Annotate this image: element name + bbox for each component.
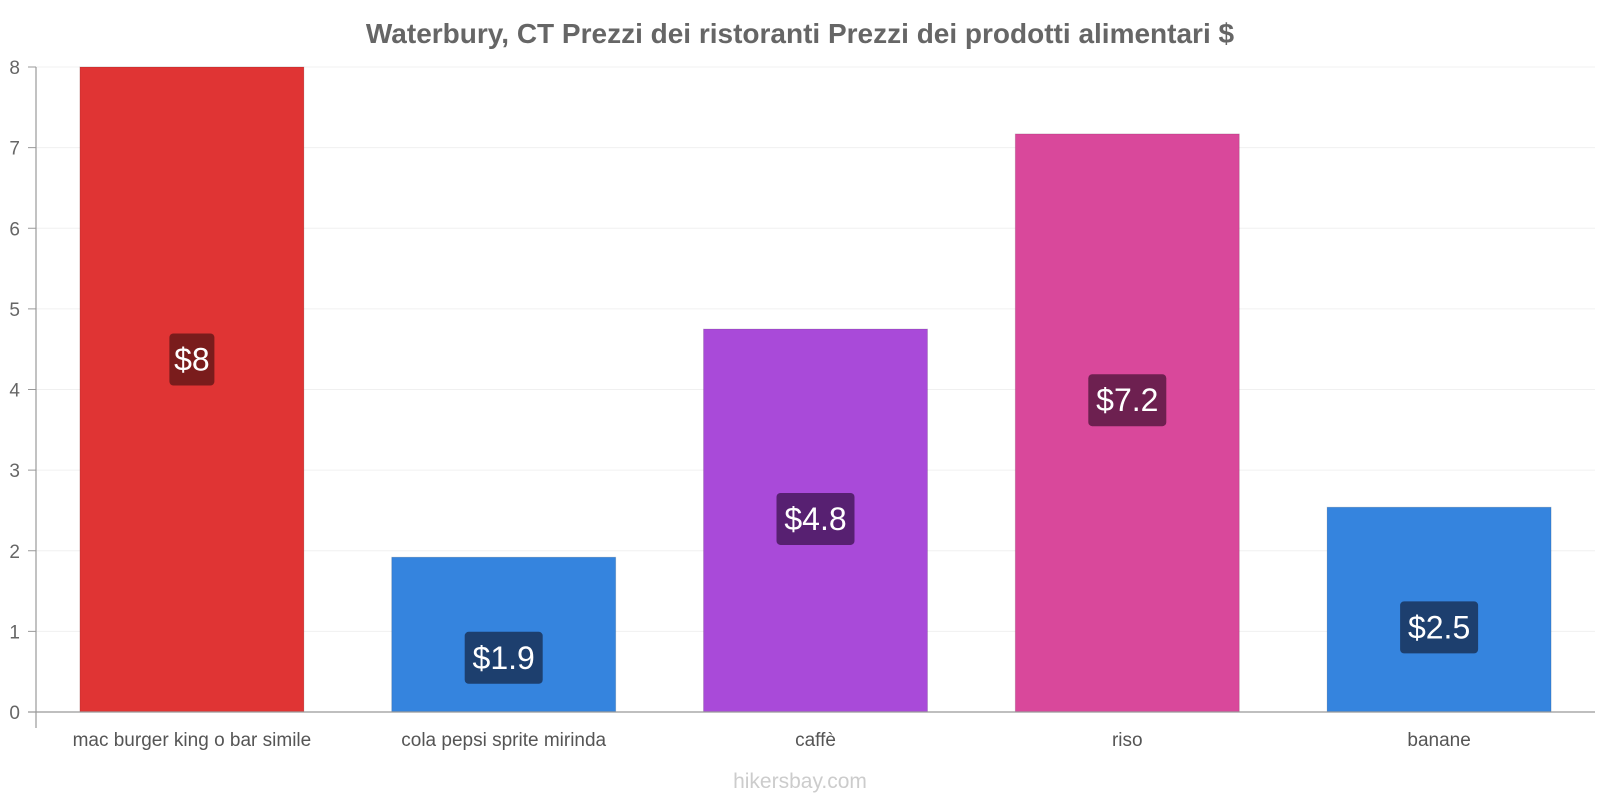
y-axis-ticks: 0 1 2 3 4 5 6 7 8 <box>9 58 36 724</box>
value-label-bg <box>1400 601 1479 654</box>
chart-title: Waterbury, CT Prezzi dei ristoranti Prez… <box>366 18 1235 49</box>
value-label: $4.8 <box>784 501 846 537</box>
category-labels: mac burger king o bar simile cola pepsi s… <box>73 730 1471 751</box>
value-labels: $8 $1.9 $4.8 $7.2 $2.5 <box>169 333 1479 684</box>
category-label: banane <box>1407 730 1470 751</box>
category-label: cola pepsi sprite mirinda <box>401 730 606 751</box>
bar <box>79 66 305 713</box>
value-label: $7.2 <box>1096 382 1158 418</box>
y-tick-label: 5 <box>9 300 20 321</box>
value-label: $8 <box>174 342 210 378</box>
y-tick-label: 4 <box>9 381 20 402</box>
category-label: caffè <box>795 730 836 751</box>
value-label: $2.5 <box>1408 609 1470 645</box>
y-tick-label: 6 <box>9 219 20 240</box>
value-label-bg <box>464 631 543 684</box>
value-label-bg <box>1088 374 1167 427</box>
site-credit: hikersbay.com <box>733 770 867 793</box>
y-tick-label: 1 <box>9 622 20 643</box>
y-tick-label: 8 <box>9 58 20 79</box>
y-tick-label: 2 <box>9 542 20 563</box>
y-tick-label: 3 <box>9 461 20 482</box>
value-label-bg <box>776 492 855 545</box>
category-label: riso <box>1112 730 1143 751</box>
value-label-bg <box>169 333 215 386</box>
y-tick-label: 0 <box>9 703 20 724</box>
y-tick-label: 7 <box>9 139 20 160</box>
category-label: mac burger king o bar simile <box>73 730 312 751</box>
value-label: $1.9 <box>473 640 535 676</box>
